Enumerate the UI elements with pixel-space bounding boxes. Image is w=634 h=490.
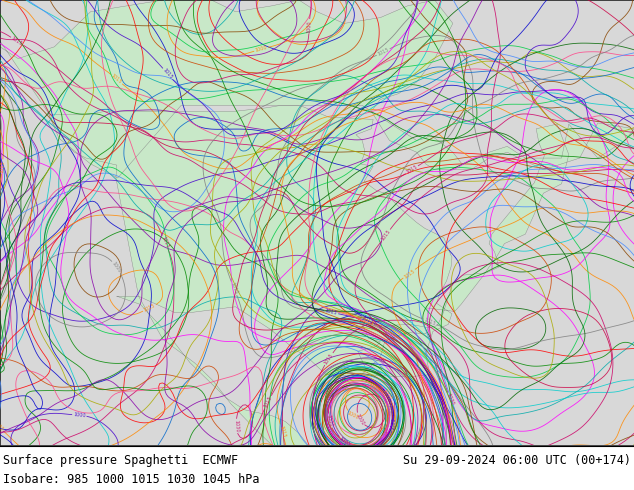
- Polygon shape: [0, 0, 634, 178]
- Text: Surface pressure Spaghetti  ECMWF: Surface pressure Spaghetti ECMWF: [3, 454, 238, 467]
- Text: 1000: 1000: [254, 45, 268, 53]
- Text: 1000: 1000: [318, 441, 330, 454]
- Polygon shape: [48, 105, 569, 377]
- Text: Isobare: 985 1000 1015 1030 1045 hPa: Isobare: 985 1000 1015 1030 1045 hPa: [3, 473, 260, 487]
- Text: 1015: 1015: [403, 268, 416, 279]
- Text: 1015: 1015: [377, 47, 390, 57]
- Text: 1000: 1000: [306, 20, 312, 32]
- Text: 1000: 1000: [111, 261, 122, 274]
- Text: 1000: 1000: [338, 436, 351, 448]
- Text: 1015: 1015: [162, 68, 174, 80]
- Text: 1015: 1015: [361, 317, 374, 326]
- Text: 1015: 1015: [405, 164, 418, 175]
- Text: 1000: 1000: [0, 420, 4, 432]
- Text: Su 29-09-2024 06:00 UTC (00+174): Su 29-09-2024 06:00 UTC (00+174): [403, 454, 631, 467]
- Text: 1015: 1015: [380, 229, 392, 242]
- Text: 1015: 1015: [323, 352, 334, 366]
- Text: 1000: 1000: [346, 411, 360, 420]
- Text: 1000: 1000: [354, 413, 365, 426]
- Text: 1000: 1000: [391, 417, 397, 430]
- Text: 1015: 1015: [110, 73, 123, 85]
- Text: 1000: 1000: [337, 456, 351, 465]
- Text: 1000: 1000: [366, 384, 380, 394]
- Text: 1015: 1015: [143, 303, 156, 313]
- Text: 1015: 1015: [623, 463, 634, 469]
- Text: 1015: 1015: [0, 160, 5, 173]
- Text: 1015: 1015: [285, 454, 297, 466]
- Text: 1015: 1015: [424, 317, 437, 326]
- Text: 1015: 1015: [631, 456, 634, 467]
- Text: 1015: 1015: [325, 308, 338, 316]
- Text: 1030: 1030: [233, 419, 239, 432]
- Text: 1015: 1015: [361, 315, 375, 325]
- Text: 1000: 1000: [384, 403, 391, 416]
- Text: 1000: 1000: [382, 388, 392, 401]
- Text: 1015: 1015: [263, 395, 273, 409]
- Text: 1000: 1000: [326, 414, 333, 427]
- Text: 1000: 1000: [73, 412, 86, 418]
- Text: 1015: 1015: [160, 236, 170, 249]
- Text: 1015: 1015: [230, 282, 238, 295]
- Polygon shape: [117, 296, 380, 490]
- Text: 1030: 1030: [446, 393, 455, 406]
- Text: 1015: 1015: [278, 425, 286, 438]
- Text: 1015: 1015: [10, 36, 23, 47]
